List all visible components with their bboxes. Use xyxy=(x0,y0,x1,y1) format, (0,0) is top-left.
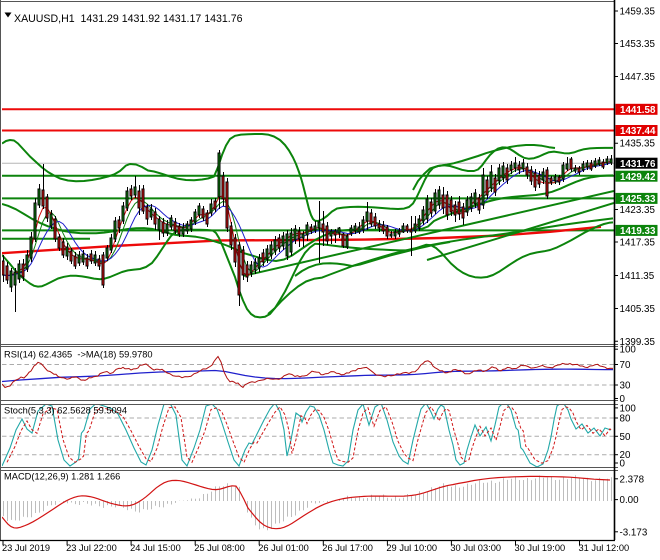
svg-text:1417.35: 1417.35 xyxy=(620,238,656,249)
svg-text:29 Jul 10:00: 29 Jul 10:00 xyxy=(386,543,437,553)
svg-text:70: 70 xyxy=(620,360,631,371)
svg-text:100: 100 xyxy=(620,403,637,414)
svg-text:1459.35: 1459.35 xyxy=(620,7,656,18)
svg-text:2.378: 2.378 xyxy=(620,474,645,485)
svg-text:-3.173: -3.173 xyxy=(620,527,648,538)
svg-text:XAUUSD,H1 1431.29 1431.92 143: XAUUSD,H1 1431.29 1431.92 1431.17 1431.7… xyxy=(14,13,243,25)
svg-text:80: 80 xyxy=(620,414,631,425)
svg-text:50: 50 xyxy=(620,432,631,443)
svg-text:30: 30 xyxy=(620,381,631,392)
svg-text:30 Jul 19:00: 30 Jul 19:00 xyxy=(515,543,566,553)
svg-text:1437.44: 1437.44 xyxy=(620,126,656,137)
svg-text:1405.35: 1405.35 xyxy=(620,304,656,315)
svg-text:1453.35: 1453.35 xyxy=(620,39,656,50)
svg-text:1411.35: 1411.35 xyxy=(620,271,655,282)
svg-text:25 Jul 08:00: 25 Jul 08:00 xyxy=(194,543,245,553)
svg-text:100: 100 xyxy=(620,345,637,356)
svg-text:0: 0 xyxy=(620,394,626,405)
svg-text:23 Jul 2019: 23 Jul 2019 xyxy=(2,543,50,553)
svg-text:0.00: 0.00 xyxy=(620,495,640,506)
svg-text:30 Jul 03:00: 30 Jul 03:00 xyxy=(450,543,501,553)
svg-text:24 Jul 15:00: 24 Jul 15:00 xyxy=(130,543,181,553)
svg-text:1441.58: 1441.58 xyxy=(620,105,656,116)
svg-text:20: 20 xyxy=(620,450,631,461)
svg-text:1435.35: 1435.35 xyxy=(620,139,656,150)
svg-text:1399.35: 1399.35 xyxy=(620,337,656,348)
svg-text:26 Jul 01:00: 26 Jul 01:00 xyxy=(258,543,309,553)
svg-text:23 Jul 22:00: 23 Jul 22:00 xyxy=(66,543,117,553)
svg-text:1423.35: 1423.35 xyxy=(620,205,656,216)
svg-text:26 Jul 17:00: 26 Jul 17:00 xyxy=(322,543,373,553)
svg-text:Stoch(5,3,3) 62.5628 59.5094: Stoch(5,3,3) 62.5628 59.5094 xyxy=(4,406,127,416)
svg-text:1419.33: 1419.33 xyxy=(620,226,656,237)
svg-text:MACD(12,26,9) 1.281 1.266: MACD(12,26,9) 1.281 1.266 xyxy=(4,472,120,482)
svg-text:1425.33: 1425.33 xyxy=(620,194,656,205)
svg-text:31 Jul 12:00: 31 Jul 12:00 xyxy=(579,543,630,553)
svg-text:1431.76: 1431.76 xyxy=(620,159,656,170)
svg-text:1447.35: 1447.35 xyxy=(620,72,656,83)
svg-text:0: 0 xyxy=(620,459,626,470)
svg-text:RSI(14) 62.4365 ->MA(18) 59.9: RSI(14) 62.4365 ->MA(18) 59.9780 xyxy=(4,350,153,360)
svg-text:1429.42: 1429.42 xyxy=(620,172,656,183)
